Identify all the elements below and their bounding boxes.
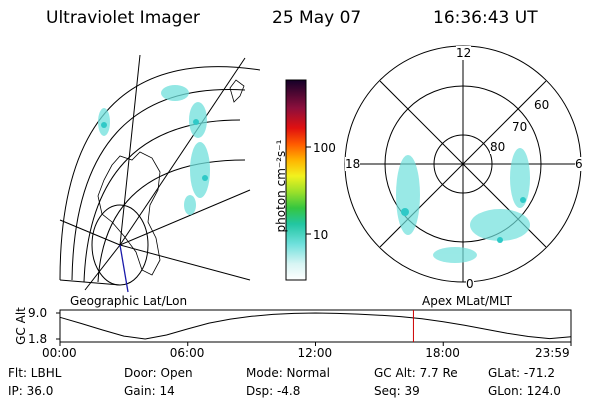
meridian-line xyxy=(119,189,251,246)
altitude-xtick-group xyxy=(59,342,572,346)
altitude-xtick-label: 12:00 xyxy=(297,346,333,360)
altitude-tick-label: 1.8 xyxy=(28,332,48,346)
altitude-chart-frame xyxy=(59,309,572,343)
meridian-line xyxy=(119,244,251,281)
status-glat: GLat: -71.2 xyxy=(488,366,555,380)
date-label: 25 May 07 xyxy=(272,8,362,28)
instrument-title: Ultraviolet Imager xyxy=(46,8,200,28)
meridian-line xyxy=(59,219,121,246)
latitude-arc xyxy=(59,66,260,281)
altitude-xtick-label: 00:00 xyxy=(42,346,77,360)
altitude-tick-label: 9.0 xyxy=(28,306,48,320)
status-filter: Flt: LBHL xyxy=(8,366,62,380)
altitude-curve-group xyxy=(59,312,572,340)
time-label: 16:36:43 UT xyxy=(433,8,538,28)
status-ip: IP: 36.0 xyxy=(8,384,54,398)
polar-panel-label: Apex MLat/MLT xyxy=(422,294,512,308)
coastline xyxy=(97,151,161,276)
mlat-label-70: 70 xyxy=(512,120,528,134)
altitude-axis-label: GC Alt xyxy=(14,307,28,345)
mlt-label-6: 6 xyxy=(575,157,583,171)
mlat-label-80: 80 xyxy=(490,140,506,154)
satellite-track xyxy=(119,244,129,293)
status-door: Door: Open xyxy=(124,366,193,380)
altitude-curve xyxy=(59,312,572,340)
aurora-emission-geo-bright xyxy=(101,119,208,181)
aurora-emission-polar xyxy=(396,148,530,263)
latitude-arc xyxy=(71,89,246,281)
altitude-xtick-label: 18:00 xyxy=(425,346,460,360)
geo-panel-label: Geographic Lat/Lon xyxy=(70,294,188,308)
meridian-line xyxy=(119,54,141,246)
colorbar-tick-label: 100 xyxy=(313,141,336,155)
colorbar-gradient xyxy=(285,79,307,281)
coastline xyxy=(229,79,245,103)
status-glon: GLon: 124.0 xyxy=(488,384,561,398)
meridian-line xyxy=(119,57,246,246)
latitude-arc xyxy=(97,159,246,283)
altitude-xtick-label: 06:00 xyxy=(169,346,205,360)
meridian-line xyxy=(84,244,121,291)
mlt-label-0: 0 xyxy=(466,277,474,291)
colorbar-tick-label: 10 xyxy=(313,228,329,242)
status-seq: Seq: 39 xyxy=(374,384,420,398)
mlt-label-12: 12 xyxy=(456,46,472,60)
status-gc-alt: GC Alt: 7.7 Re xyxy=(374,366,458,380)
altitude-xtick-label: 23:59 xyxy=(535,346,570,360)
status-gain: Gain: 14 xyxy=(124,384,175,398)
mlt-label-18: 18 xyxy=(345,157,361,171)
polar-oval xyxy=(91,204,149,286)
latitude-arc xyxy=(59,279,121,286)
aurora-emission-polar-bright xyxy=(401,197,526,243)
status-dsp: Dsp: -4.8 xyxy=(246,384,301,398)
aurora-emission-geo xyxy=(98,85,210,215)
status-mode: Mode: Normal xyxy=(246,366,330,380)
mlat-label-60: 60 xyxy=(534,98,550,112)
